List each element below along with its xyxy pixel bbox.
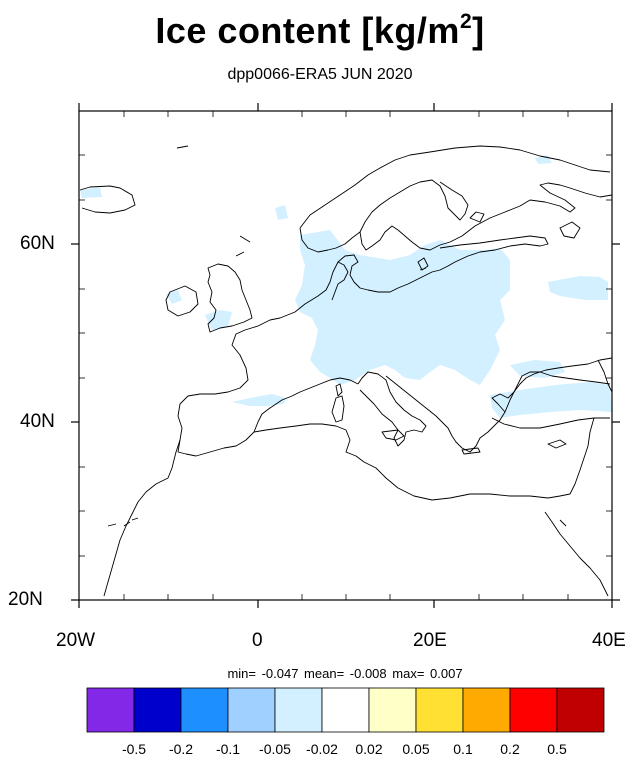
map-subtitle: dpp0066-ERA5 JUN 2020	[227, 66, 413, 83]
lon-label-20e: 20E	[413, 630, 447, 651]
colorbar-label-2: -0.1	[215, 741, 241, 757]
ice-content-patches	[80, 155, 612, 418]
coast-iceland-area	[79, 185, 136, 214]
colorbar-swatch-10	[556, 687, 605, 733]
ice-patch-scandinavia	[275, 205, 288, 220]
coast-levant	[559, 417, 595, 497]
colorbar-swatch-1	[133, 687, 182, 733]
coast-france-iberia	[177, 311, 359, 457]
colorbar	[86, 687, 605, 733]
coast-north-africa	[253, 423, 561, 501]
ice-patch-britain	[205, 310, 232, 330]
colorbar-label-1: -0.2	[168, 741, 194, 757]
coast-crete	[461, 447, 481, 455]
lat-label-60n: 60N	[20, 233, 55, 254]
axis-minor-ticks	[79, 111, 612, 600]
colorbar-swatch-4	[274, 687, 323, 733]
coast-ireland	[165, 285, 199, 317]
coast-sicily	[381, 429, 405, 441]
colorbar-swatch-8	[462, 687, 511, 733]
coast-red-sea	[544, 511, 609, 597]
colorbar-swatch-6	[368, 687, 417, 733]
lon-label-0: 0	[252, 630, 263, 651]
coast-balkans	[385, 357, 613, 453]
colorbar-label-4: -0.02	[306, 741, 338, 757]
colorbar-label-5: 0.02	[355, 741, 383, 757]
ice-patch-ireland	[166, 290, 182, 304]
coast-italy	[357, 371, 427, 447]
colorbar-label-8: 0.2	[500, 741, 520, 757]
ice-patch-black-sea-north	[510, 360, 565, 378]
ice-patch-russia-east	[548, 276, 608, 300]
colorbar-label-7: 0.1	[453, 741, 473, 757]
coast-denmark	[331, 261, 349, 301]
colorbar-swatch-3	[227, 687, 276, 733]
coast-scandinavia	[299, 145, 613, 253]
coast-finland-gulf	[294, 235, 549, 313]
coast-cyprus	[547, 439, 567, 449]
coast-morocco-west	[103, 439, 181, 597]
coastlines	[79, 145, 613, 597]
colorbar-swatch-5	[321, 687, 370, 733]
coast-svalbard-bits	[176, 145, 189, 149]
coast-lakes	[235, 221, 581, 271]
coast-turkey-south	[491, 417, 610, 429]
colorbar-swatch-2	[180, 687, 229, 733]
coast-black-sea	[504, 371, 611, 413]
map-title: Ice content [kg/m2]	[155, 10, 485, 51]
lon-label-20w: 20W	[56, 630, 96, 651]
colorbar-label-6: 0.05	[402, 741, 430, 757]
ice-patch-iberia-north	[232, 394, 286, 406]
colorbar-label-9: 0.5	[547, 741, 567, 757]
field-statistics: min= -0.047 mean= -0.008 max= 0.007	[227, 666, 463, 681]
coast-kola	[469, 211, 485, 223]
colorbar-label-3: -0.05	[259, 741, 291, 757]
coast-canaries	[107, 517, 139, 527]
colorbar-swatch-0	[86, 687, 135, 733]
colorbar-swatch-7	[415, 687, 464, 733]
colorbar-swatch-9	[509, 687, 558, 733]
axis-ticks	[71, 103, 620, 608]
coast-corsica	[335, 383, 343, 397]
coast-sardinia	[331, 395, 345, 423]
lat-label-40n: 40N	[20, 411, 55, 432]
ice-patch-east-mediterranean	[490, 382, 612, 418]
lon-label-40e: 40E	[592, 630, 626, 651]
colorbar-label-0: -0.5	[121, 741, 147, 757]
coast-britain	[207, 263, 253, 333]
ice-patch-central-europe	[295, 230, 510, 385]
lat-label-20n: 20N	[8, 589, 43, 610]
ice-patch-greenland-east	[80, 187, 102, 198]
map-frame	[78, 110, 613, 601]
